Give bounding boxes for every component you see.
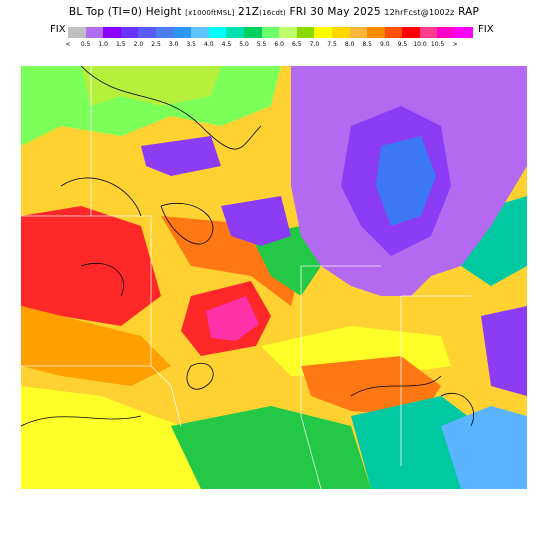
title-main: BL Top (TI=0) Height: [68, 6, 182, 18]
colorbar-swatch: [384, 27, 403, 38]
contour-north-1: [80, 66, 262, 150]
field-east-purple: [481, 306, 527, 396]
colorbar-tick-label: 8.5: [362, 41, 372, 48]
colorbar-swatch: [314, 27, 332, 38]
colorbar-tick-label: <: [65, 41, 71, 48]
colorbar-tick-label: 2.5: [151, 41, 161, 48]
field-southeast-lightblue: [441, 406, 527, 489]
colorbar-swatch: [331, 27, 350, 38]
contour-west-2: [80, 262, 124, 297]
colorbar-ticks: <0.5 1.0 1.5 2.0 2.5 3.0 3.5 4.0 4.5 5.0 5.5 6.0 6.5…: [60, 41, 490, 51]
colorbar-tick-label: 3.0: [168, 41, 179, 48]
colorbar-swatch: [226, 27, 244, 38]
county-contours: [21, 66, 474, 427]
colorbar-swatch: [208, 27, 227, 38]
state-borders: [21, 66, 471, 489]
colorbar-swatch: [173, 27, 192, 38]
colorbar-tick-label: 9.5: [397, 41, 408, 48]
field-southwest-yellow: [21, 386, 201, 489]
colorbar-swatch: [367, 27, 385, 38]
map-title: BL Top (TI=0) Height [x1000ftMSL] 21Z(16…: [0, 6, 548, 18]
colorbar-tick-label: 6.0: [274, 41, 284, 48]
title-local: (16cdt): [259, 9, 286, 17]
field-south-darkorange: [301, 356, 441, 416]
colorbar-tick-label: 3.5: [186, 41, 196, 48]
field-south-green: [171, 406, 371, 489]
colorbar-tick-label: 4.5: [221, 41, 232, 48]
colorbar-tick-label: 2.0: [133, 41, 144, 48]
fix-right-label[interactable]: FIX: [478, 24, 494, 35]
title-units: [x1000ftMSL]: [185, 9, 235, 17]
colorbar-swatch: [243, 27, 262, 38]
colorbar-swatch: [455, 27, 473, 38]
contour-south-1: [350, 375, 442, 397]
colorbar-swatch: [120, 27, 139, 38]
lake-west-purple: [221, 196, 291, 246]
colorbar-tick-label: 5.5: [256, 41, 267, 48]
title-time: 21Z: [238, 6, 260, 18]
title-date: FRI 30 May 2025: [289, 6, 381, 18]
border-illinois-indiana: [300, 266, 322, 489]
colorbar: [68, 27, 473, 38]
fix-left-label[interactable]: FIX: [50, 24, 66, 35]
colorbar-tick-label: 1.0: [98, 41, 108, 48]
colorbar-tick-label: 8.0: [344, 41, 355, 48]
colorbar-tick-label: 0.5: [80, 41, 91, 48]
lake-blue-inner: [376, 136, 436, 226]
colorbar-tick-label: >: [452, 41, 458, 48]
colorbar-tick-label: 4.0: [204, 41, 214, 48]
colorbar-swatch: [437, 27, 456, 38]
contour-southeast-1: [440, 393, 474, 427]
colorbar-swatch: [261, 27, 280, 38]
colorbar-tick-label: 7.5: [327, 41, 337, 48]
field-purple-patch: [141, 136, 221, 176]
border-missouri: [150, 365, 182, 427]
colorbar-tick-label: 1.5: [116, 41, 126, 48]
lake-michigan-shading: [221, 66, 527, 296]
contour-loop-1: [160, 202, 214, 245]
title-fcst: 12hrFcst@1002z: [384, 8, 455, 17]
colorbar-swatch: [191, 27, 209, 38]
colorbar-tick-label: 9.0: [380, 41, 390, 48]
colorbar-tick-label: 10.0: [413, 41, 427, 48]
colorbar-tick-label: 6.5: [292, 41, 302, 48]
map-panel: [21, 66, 527, 489]
field-shading: [21, 66, 527, 489]
colorbar-swatch: [103, 27, 121, 38]
contour-southwest-1: [21, 415, 142, 427]
colorbar-tick-label: 5.0: [239, 41, 249, 48]
colorbar-swatch: [155, 27, 174, 38]
contour-west-1: [60, 177, 142, 217]
colorbar-swatch: [419, 27, 438, 38]
colorbar-tick-label: 10.5: [430, 41, 445, 48]
colorbar-swatch: [85, 27, 104, 38]
colorbar-swatch: [279, 27, 297, 38]
colorbar-tick-label: 7.0: [309, 41, 320, 48]
colorbar-swatch: [296, 27, 315, 38]
colorbar-swatch: [68, 27, 86, 38]
map-canvas: [21, 66, 527, 489]
colorbar-swatch: [349, 27, 368, 38]
border-iowa-north: [21, 215, 152, 366]
colorbar-swatch: [138, 27, 156, 38]
field-central-magenta: [206, 296, 259, 341]
contour-loop-2: [186, 363, 214, 390]
field-north-yellowgreen: [81, 66, 221, 106]
title-model: RAP: [458, 6, 480, 18]
map-header: BL Top (TI=0) Height [x1000ftMSL] 21Z(16…: [0, 0, 548, 60]
colorbar-swatch: [402, 27, 420, 38]
field-west-red: [21, 206, 161, 326]
